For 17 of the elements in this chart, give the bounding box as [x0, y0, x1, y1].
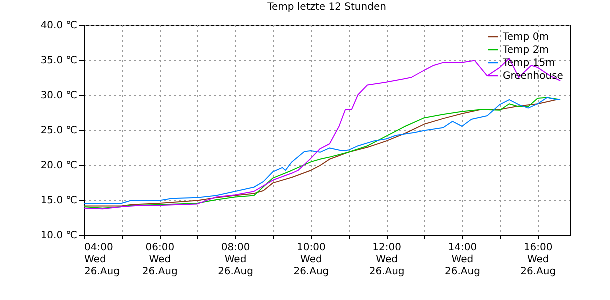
x-tick-label: 10:00 Wed 26.Aug	[294, 242, 330, 278]
legend-label: Temp 0m	[502, 32, 549, 43]
x-tick-label: 04:00 Wed 26.Aug	[84, 242, 120, 278]
x-tick-label: 08:00 Wed 26.Aug	[218, 242, 254, 278]
x-tick-label: 12:00 Wed 26.Aug	[369, 242, 405, 278]
chart-title: Temp letzte 12 Stunden	[266, 2, 386, 13]
x-tick-label: 14:00 Wed 26.Aug	[444, 242, 480, 278]
y-tick-label: 10.0 ℃	[40, 230, 78, 242]
x-tick-label: 06:00 Wed 26.Aug	[142, 242, 178, 278]
y-tick-label: 40.0 ℃	[40, 20, 78, 32]
x-tick-label: 16:00 Wed 26.Aug	[520, 242, 556, 278]
y-tick-label: 30.0 ℃	[40, 90, 78, 102]
y-tick-label: 25.0 ℃	[40, 126, 78, 136]
legend-label: Temp 2m	[502, 45, 549, 56]
y-tick-label: 20.0 ℃	[40, 160, 78, 172]
y-tick-label: 15.0 ℃	[40, 196, 78, 206]
y-tick-label: 35.0 ℃	[40, 56, 78, 66]
